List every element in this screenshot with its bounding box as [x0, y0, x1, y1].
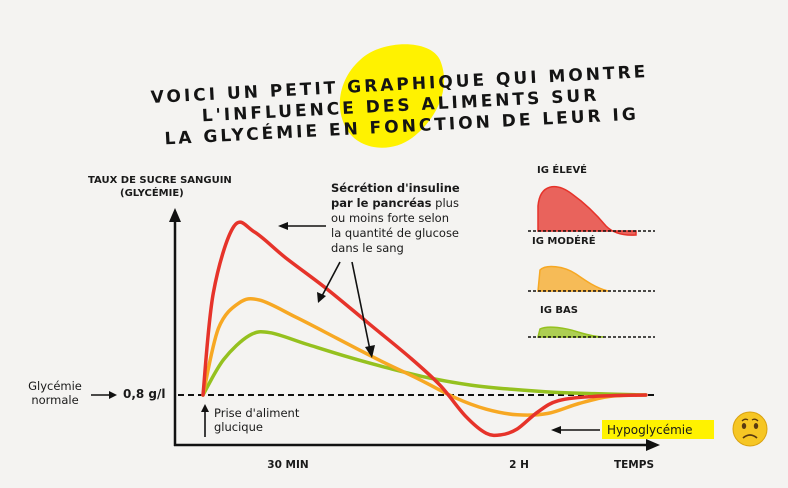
curve-low [201, 329, 648, 397]
chart-axes [169, 208, 660, 451]
hypoglycemia-label: Hypoglycémie [607, 423, 693, 437]
legend-swatch-moderate [537, 265, 609, 292]
curve-high [201, 220, 648, 438]
glycemia-curves [201, 220, 648, 438]
y-axis-label-line-1: TAUX DE SUCRE SANGUIN [88, 175, 232, 186]
x-axis-label: TEMPS [614, 459, 654, 471]
legend-swatch-high [537, 185, 637, 236]
insulin-arrow-to-low [351, 261, 371, 351]
insulin-arrows [278, 222, 375, 358]
insulin-note-line-5: dans le sang [331, 241, 404, 255]
insulin-note-line-2: par le pancréas plus [331, 196, 459, 210]
title-highlight-blob [339, 44, 445, 148]
insulin-arrow-to-moderate [321, 261, 341, 297]
normal-glycemia-label-2: normale [31, 393, 78, 407]
meal-intake-label-1: Prise d'aliment [214, 406, 300, 420]
x-tick-30-min: 30 MIN [267, 459, 308, 471]
chart-legend: IG ÉLEVÉ IG MODÉRÉ IG BAS [528, 163, 655, 338]
insulin-note-line-4: la quantité de glucose [331, 226, 459, 240]
x-axis-arrowhead [646, 439, 660, 451]
hypoglycemia-arrow-icon [551, 426, 600, 434]
normal-glycemia-label-1: Glycémie [28, 379, 82, 393]
legend-swatch-low [537, 326, 605, 338]
insulin-note-line-3: ou moins forte selon [331, 211, 449, 225]
page-title: VOICI UN PETIT GRAPHIQUE QUI MONTRE L'IN… [150, 62, 649, 149]
curve-moderate [201, 296, 648, 417]
meal-intake-label-2: glucique [214, 420, 263, 434]
meal-intake-arrow-icon [201, 404, 209, 437]
y-axis-arrowhead [169, 208, 181, 222]
hypoglycemia-highlight [602, 420, 714, 439]
legend-title-high: IG ÉLEVÉ [537, 163, 587, 176]
sad-face-emoji-icon [732, 411, 768, 447]
x-tick-2-h: 2 H [509, 459, 529, 471]
normal-glycemia-arrow-icon [91, 391, 117, 399]
insulin-note-line-1: Sécrétion d'insuline [331, 181, 460, 195]
y-tick-0-8: 0,8 g/l [123, 387, 166, 401]
legend-title-low: IG BAS [540, 305, 578, 316]
y-axis-label-line-2: (GLYCÉMIE) [120, 186, 184, 199]
legend-title-moderate: IG MODÉRÉ [532, 234, 596, 247]
